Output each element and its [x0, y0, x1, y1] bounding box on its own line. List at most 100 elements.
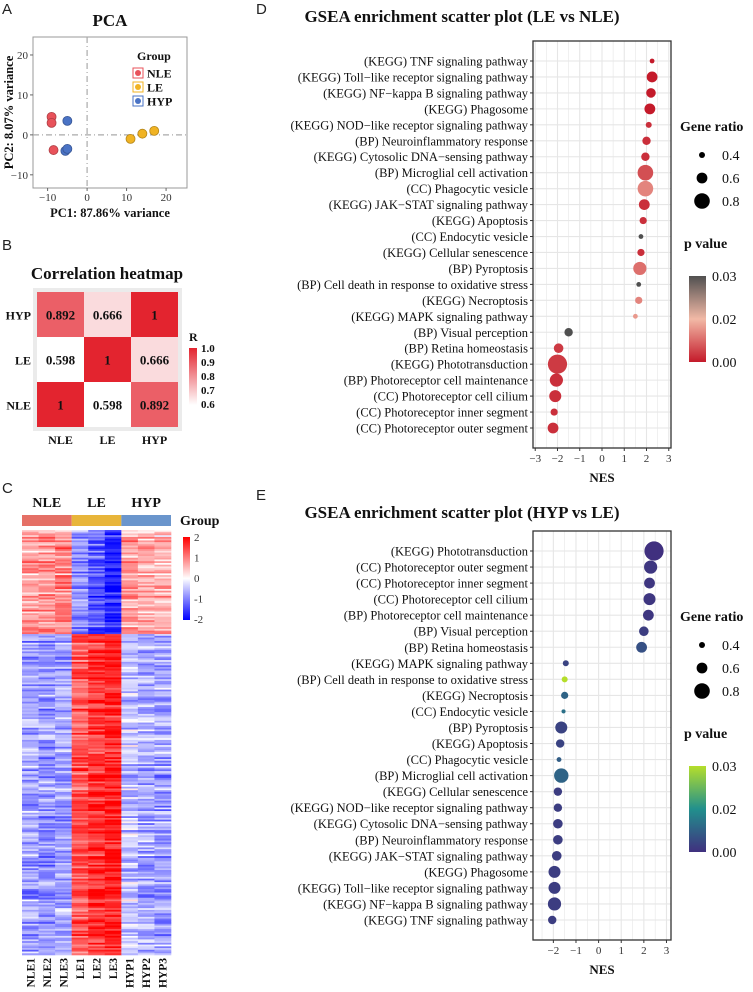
colorbar-label: 0.02	[712, 313, 737, 328]
heatmap-cell	[154, 592, 172, 595]
heatmap-cell	[154, 774, 172, 777]
heatmap-cell	[137, 821, 155, 824]
heatmap-cell	[55, 852, 72, 855]
heatmap-cell	[104, 762, 122, 765]
heatmap-cell	[22, 746, 39, 749]
heatmap-cell	[38, 779, 56, 782]
heatmap-cell	[38, 750, 56, 753]
heatmap-cell	[55, 922, 72, 925]
heatmap-cell	[154, 750, 172, 753]
heatmap-cell	[71, 953, 89, 956]
heatmap-cell	[38, 556, 56, 559]
term-label: (CC) Phagocytic vesicle	[407, 753, 529, 767]
heatmap-cell	[104, 798, 122, 801]
group-bar-hyp	[121, 515, 171, 526]
heatmap-cell	[154, 556, 172, 559]
heatmap-cell	[71, 769, 89, 772]
heatmap-cell	[137, 550, 155, 553]
heatmap-cell	[55, 944, 72, 947]
heatmap-cell	[38, 585, 56, 588]
heatmap-cell	[137, 651, 155, 654]
heatmap-cell	[137, 871, 155, 874]
pca-point-le	[125, 133, 136, 144]
heatmap-cell	[38, 892, 56, 895]
heatmap-cell	[154, 628, 172, 631]
heatmap-cell	[22, 705, 39, 708]
heatmap-cell	[104, 838, 122, 841]
heatmap-cell	[137, 568, 155, 571]
heatmap-cell	[88, 748, 106, 751]
gsea-point	[550, 408, 558, 416]
heatmap-cell	[38, 708, 56, 711]
heatmap-cell	[37, 337, 84, 382]
heatmap-cell	[55, 807, 72, 810]
heatmap-cell	[121, 675, 139, 678]
heatmap-cell	[137, 573, 155, 576]
heatmap-cell	[88, 639, 106, 642]
heatmap-cell	[38, 620, 56, 623]
heatmap-cell	[88, 576, 106, 579]
gsea-point	[642, 609, 654, 621]
heatmap-cell	[104, 845, 122, 848]
heatmap-cell	[88, 632, 106, 635]
heatmap-cell	[154, 878, 172, 881]
heatmap-cell	[71, 588, 89, 592]
heatmap-cell	[137, 896, 155, 899]
heatmap-cell	[121, 779, 139, 782]
heatmap-cell	[121, 790, 139, 793]
heatmap-cell	[104, 739, 122, 742]
heatmap-cell	[38, 939, 56, 942]
heatmap-cell	[55, 630, 72, 633]
heatmap-cell	[71, 530, 89, 533]
heatmap-cell	[121, 538, 139, 541]
heatmap-cell	[154, 719, 172, 722]
heatmap-cell	[55, 762, 72, 765]
heatmap-cell	[88, 852, 106, 855]
heatmap-cell	[154, 762, 172, 765]
heatmap-cell	[22, 641, 39, 644]
heatmap-cell	[55, 935, 72, 938]
heatmap-cell	[55, 670, 72, 673]
heatmap-cell	[38, 816, 56, 819]
heatmap-cell	[38, 835, 56, 838]
heatmap-cell	[121, 637, 139, 640]
heatmap-cell	[104, 868, 122, 871]
heatmap-cell	[22, 790, 39, 793]
heatmap-cell	[121, 673, 139, 677]
heatmap-cell	[55, 538, 72, 541]
heatmap-cell	[22, 585, 39, 588]
heatmap-cell	[104, 694, 122, 697]
heatmap-cell	[137, 932, 155, 935]
colorbar-label: -1	[194, 594, 203, 606]
heatmap-cell	[22, 953, 39, 956]
heatmap-cell	[137, 876, 155, 879]
heatmap-cell	[38, 653, 56, 656]
heatmap-cell	[121, 894, 139, 897]
heatmap-cell	[154, 700, 172, 703]
heatmap-cell	[88, 580, 106, 583]
heatmap-cell	[88, 566, 106, 569]
heatmap-cell	[71, 741, 89, 744]
heatmap-cell	[88, 637, 106, 640]
column-label: HYP	[142, 433, 167, 447]
heatmap-cell	[121, 868, 139, 871]
heatmap-cell	[121, 713, 139, 716]
heatmap-cell	[22, 882, 39, 885]
heatmap-cell	[22, 739, 39, 742]
gsea-title: GSEA enrichment scatter plot (HYP vs LE)	[304, 503, 619, 522]
heatmap-cell	[22, 788, 39, 791]
heatmap-cell	[104, 757, 122, 760]
heatmap-cell	[38, 635, 56, 638]
heatmap-cell	[22, 615, 39, 618]
heatmap-cell	[121, 823, 139, 826]
heatmap-cell	[104, 597, 122, 600]
heatmap-cell	[71, 791, 89, 794]
heatmap-cell	[137, 611, 155, 614]
heatmap-cell	[22, 743, 39, 746]
heatmap-cell	[104, 944, 122, 947]
heatmap-cell	[137, 870, 155, 873]
heatmap-cell	[71, 689, 89, 692]
heatmap-cell	[137, 592, 155, 595]
heatmap-cell	[104, 531, 122, 534]
heatmap-cell	[104, 630, 122, 633]
